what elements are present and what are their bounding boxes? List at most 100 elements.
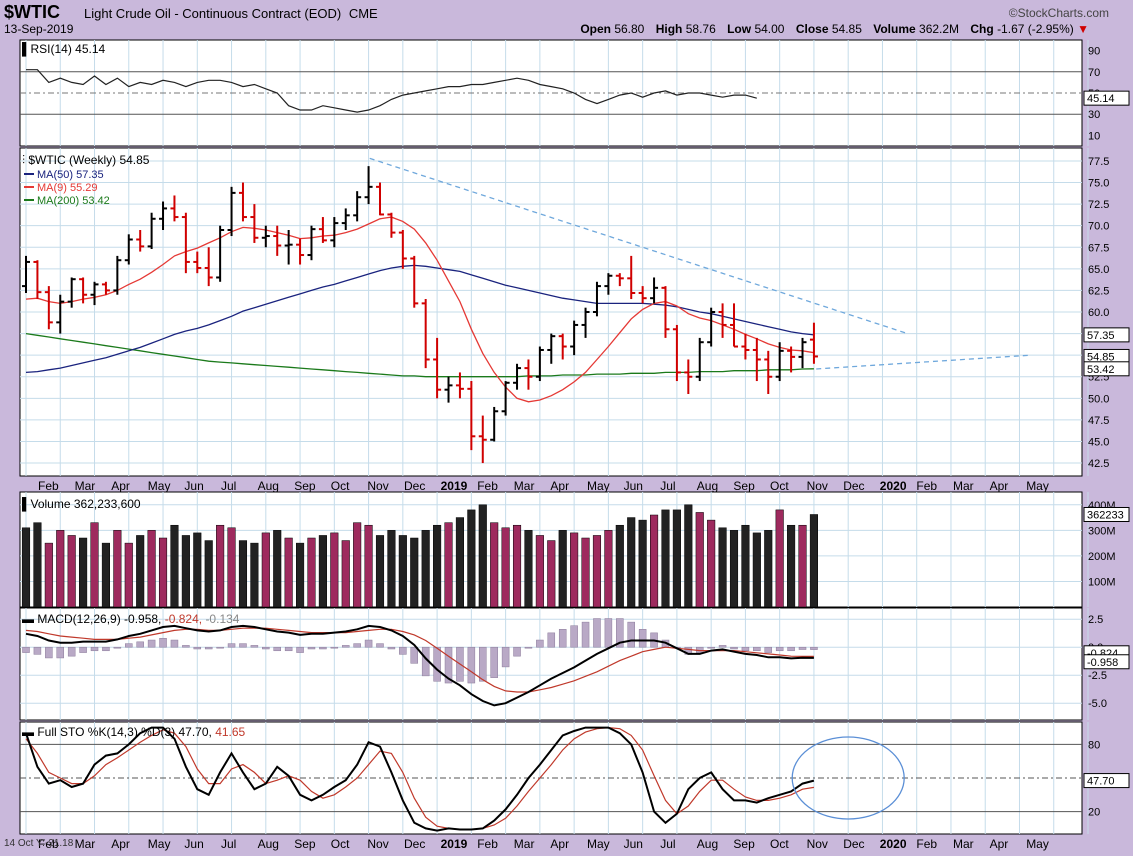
volume-bar [227, 527, 236, 608]
ohlc-bar [809, 322, 818, 364]
bottom-month-label: Oct [331, 837, 350, 851]
volume-bar [375, 535, 385, 608]
bottom-month-label: Nov [367, 837, 388, 851]
ohlc-bar [718, 303, 727, 338]
month-label: Sep [733, 479, 755, 493]
macd-histogram-bar [136, 641, 144, 648]
ohlc-bar [410, 255, 419, 308]
high-value: 58.76 [685, 22, 716, 36]
bottom-month-label: Dec [404, 837, 425, 851]
bottom-month-label: Apr [550, 837, 569, 851]
price-tick-label: 75.0 [1088, 178, 1109, 190]
volume-bar [535, 535, 544, 608]
volume-bar [330, 532, 339, 608]
macd-histogram-bar [730, 646, 738, 650]
cursor-readout: 14 Oct Y:-21.18 [4, 838, 74, 849]
price-badge-box [1083, 361, 1130, 377]
volume-bar [238, 540, 248, 608]
volume-tick-label: 200M [1088, 551, 1116, 563]
macd-histogram-bar [718, 645, 727, 648]
bottom-month-label: Jul [221, 837, 236, 851]
macd-histogram-bar [102, 646, 110, 652]
price-tick-label: 67.5 [1088, 242, 1109, 254]
bottom-month-label: Feb [477, 837, 498, 851]
ohlc-bar [216, 225, 225, 282]
ohlc-bar [592, 281, 601, 317]
volume-bar [204, 540, 213, 608]
bottom-month-label: Oct [770, 837, 789, 851]
macd-histogram-bar [410, 646, 419, 664]
volume-bar [433, 524, 442, 608]
ohlc-bar [284, 230, 293, 265]
month-label: May [148, 479, 171, 493]
macd-histogram-bar [79, 646, 87, 653]
month-label: Oct [770, 479, 789, 493]
volume-bar [273, 530, 282, 608]
month-label: Feb [477, 479, 498, 493]
ohlc-bar [707, 307, 716, 347]
ohlc-bar [764, 350, 773, 394]
macd-histogram-bar [604, 618, 613, 648]
macd-histogram-bar [216, 646, 224, 649]
volume-bar [455, 517, 464, 608]
macd-histogram-bar [56, 646, 65, 659]
month-label: Mar [514, 479, 535, 493]
ohlc-bar [695, 337, 704, 382]
ohlc-bar [238, 182, 247, 222]
macd-histogram-bar [616, 618, 624, 648]
ohlc-bar [570, 320, 579, 356]
brand-logo[interactable]: ©StockCharts.com [1008, 6, 1109, 20]
month-label: Aug [697, 479, 718, 493]
ohlc-bar [752, 337, 761, 382]
volume-bar [809, 514, 818, 608]
volume-bar [79, 537, 88, 608]
macd-histogram-bar [45, 646, 53, 659]
rsi-tick-label: 10 [1088, 130, 1100, 142]
volume-bar [661, 509, 670, 608]
bottom-month-label: Feb [38, 837, 59, 851]
ohlc-bar [124, 234, 133, 265]
ohlc-bar [433, 337, 442, 399]
bottom-month-label: Mar [514, 837, 535, 851]
sto-badge-box [1083, 773, 1130, 789]
ohlc-bar [318, 217, 327, 243]
rsi-badge: 45.14 [1087, 93, 1115, 105]
down-arrow-icon: ▼ [1077, 22, 1089, 36]
volume-bar [592, 535, 602, 608]
low-value: 54.00 [754, 22, 785, 36]
volume-bar [136, 535, 145, 608]
macd-histogram-bar [444, 646, 453, 684]
macd-histogram-bar [113, 646, 122, 649]
rsi-line [26, 69, 757, 113]
bottom-month-label: Aug [697, 837, 718, 851]
ohlc-bar [467, 381, 476, 451]
macd-histogram-bar [307, 646, 316, 650]
ohlc-bar [330, 217, 339, 248]
ohlc-bar [67, 277, 76, 308]
month-label: May [587, 479, 610, 493]
ohlc-summary: Open 56.80 High 58.76 Low 54.00 Close 54… [572, 22, 1089, 36]
chg-label: Chg [970, 22, 994, 36]
ohlc-bar [684, 359, 693, 394]
ohlc-bar [193, 251, 202, 274]
month-label: Jun [624, 479, 643, 493]
ohlc-bar [79, 277, 88, 304]
month-label: Apr [550, 479, 569, 493]
ohlc-bar [798, 337, 807, 369]
volume-bar [752, 532, 761, 608]
volume-bar [170, 524, 179, 608]
ohlc-bar [535, 346, 544, 382]
macd-tick-label: 2.5 [1088, 614, 1103, 626]
rsi-badge-box [1083, 90, 1130, 106]
macd-histogram-bar [273, 646, 281, 652]
volume-value: 362.2M [919, 22, 960, 36]
price-tick-label: 47.5 [1088, 415, 1109, 427]
ohlc-bar [250, 204, 259, 243]
legend-label: MA(9) 55.29 [37, 182, 98, 194]
volume-bar [124, 542, 133, 608]
macd-line [25, 624, 814, 707]
chg-value: -1.67 (-2.95%) [997, 22, 1074, 36]
month-label: Aug [258, 479, 279, 493]
chart-header: $WTIC Light Crude Oil - Continuous Contr… [4, 0, 1129, 38]
